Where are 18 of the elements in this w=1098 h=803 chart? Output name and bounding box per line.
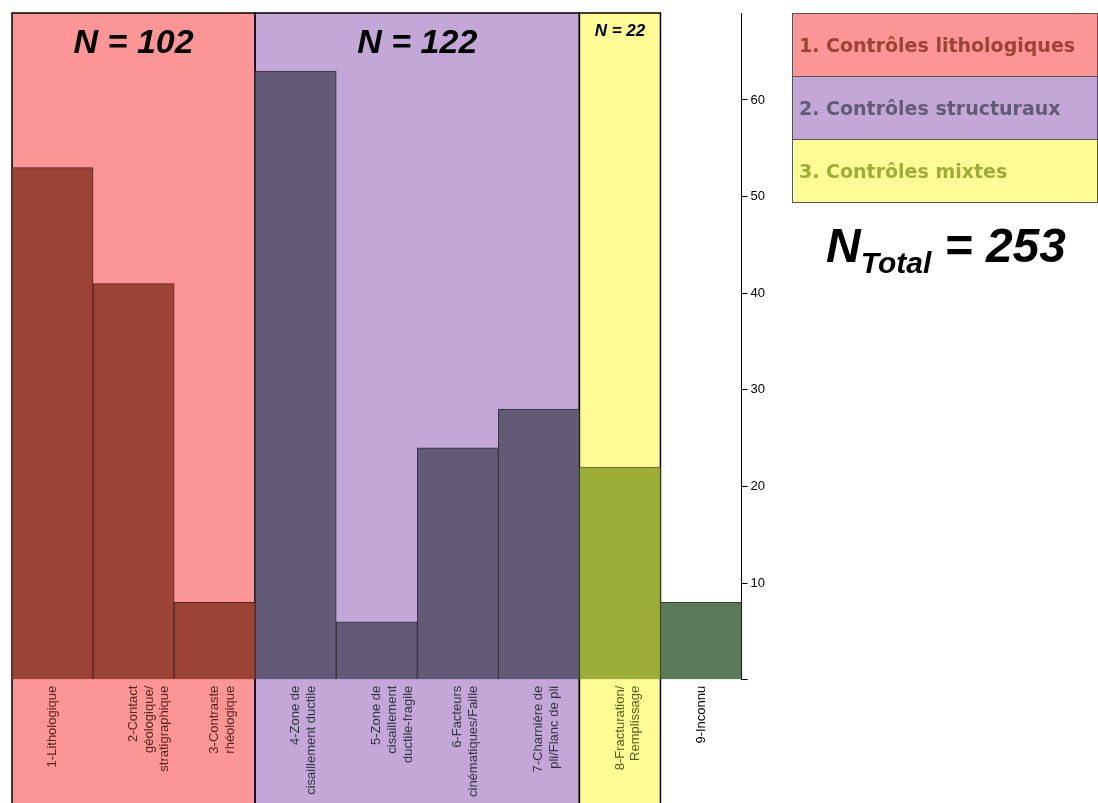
y-tick-label: 10: [750, 574, 766, 590]
y-tick-label: 60: [750, 91, 766, 107]
text: N$_{Total}$ = 253: [826, 218, 1067, 280]
y-tick-label: 40: [750, 284, 766, 300]
y-tick-label: 30: [750, 381, 766, 397]
x-tick-label: 4-Zone de cisaillement ductile: [287, 685, 318, 795]
band-label: N = 122: [357, 22, 478, 61]
x-tick-label: 8-Fracturation/ Remplissage: [611, 685, 643, 771]
band-label: N = 102: [73, 22, 194, 61]
x-tick-label: 1-Lithologique: [44, 685, 60, 768]
text: 2. Contrôles structuraux: [793, 77, 1097, 140]
text: 3. Contrôles mixtes: [793, 140, 1097, 202]
band-label: N = 22: [594, 21, 646, 41]
text: 1. Contrôles lithologiques: [793, 14, 1097, 77]
x-tick-label: 2-Contact géologique/ stratigraphique: [125, 685, 172, 772]
y-tick-label: 50: [750, 188, 766, 204]
y-tick-label: 20: [750, 478, 766, 494]
x-tick-label: 9-Inconnu: [692, 685, 708, 744]
